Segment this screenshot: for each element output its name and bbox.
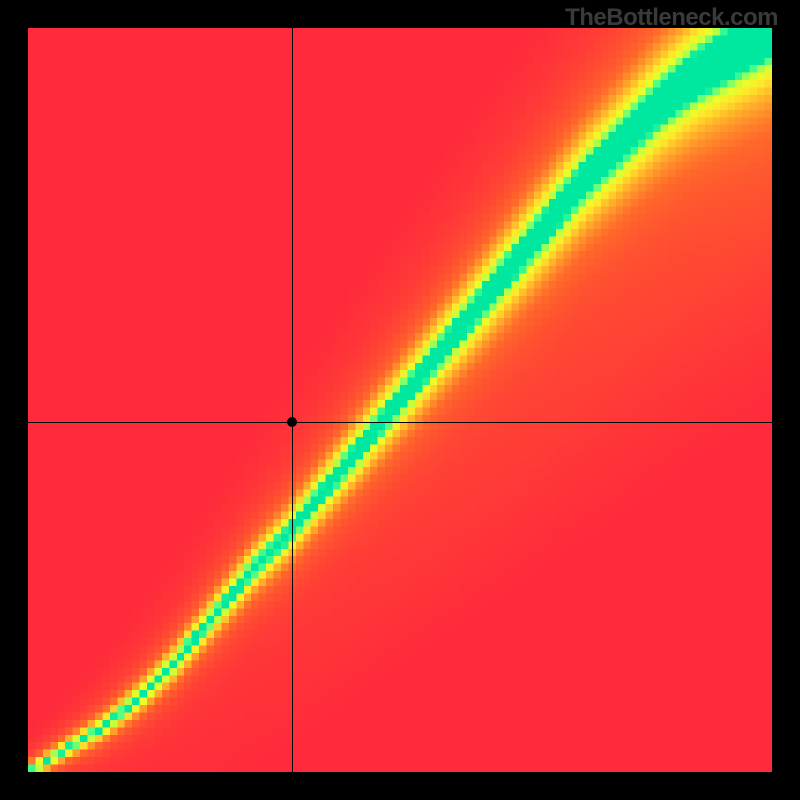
heatmap-canvas <box>28 28 772 772</box>
plot-area <box>28 28 772 772</box>
crosshair-marker-dot <box>287 417 297 427</box>
crosshair-vertical <box>292 28 293 772</box>
watermark-text: TheBottleneck.com <box>565 4 778 32</box>
crosshair-horizontal <box>28 422 772 423</box>
chart-container: TheBottleneck.com <box>0 0 800 800</box>
